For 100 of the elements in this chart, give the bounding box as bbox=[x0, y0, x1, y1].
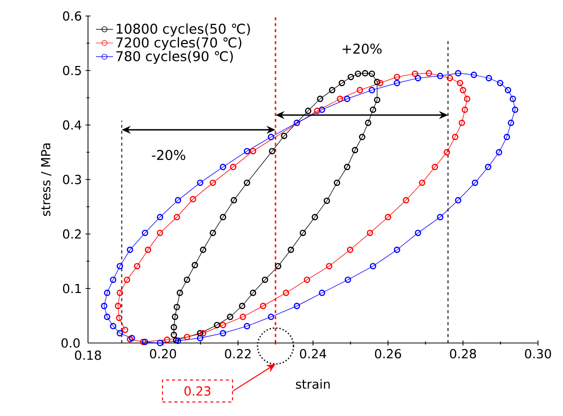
x-tick-label: 0.26 bbox=[374, 349, 402, 358]
point bbox=[370, 262, 376, 270]
point bbox=[446, 74, 454, 82]
point bbox=[338, 80, 346, 86]
point bbox=[508, 120, 514, 126]
point bbox=[370, 106, 376, 113]
y-tick-label: 0.0 bbox=[62, 338, 80, 348]
x-tick-label: 0.28 bbox=[450, 349, 476, 358]
point bbox=[134, 262, 140, 270]
point bbox=[156, 230, 164, 236]
point bbox=[374, 78, 380, 86]
y-tick-label: 0.4 bbox=[63, 120, 82, 130]
point bbox=[452, 134, 458, 140]
point bbox=[250, 148, 256, 154]
point bbox=[328, 86, 336, 94]
y-tick-label: 0.3 bbox=[63, 174, 81, 184]
point bbox=[414, 230, 422, 236]
point bbox=[294, 120, 300, 126]
point bbox=[240, 314, 246, 320]
point bbox=[318, 290, 326, 296]
point bbox=[280, 132, 288, 140]
point bbox=[268, 148, 276, 154]
y-axis-title: stress / MPa bbox=[41, 143, 52, 216]
x-tick-label: 0.20 bbox=[150, 349, 176, 358]
point bbox=[230, 164, 236, 170]
point bbox=[414, 74, 422, 82]
point bbox=[100, 302, 108, 310]
point bbox=[368, 70, 376, 77]
point bbox=[288, 246, 294, 253]
point bbox=[458, 120, 466, 126]
y-tick-label: 0.1 bbox=[63, 284, 81, 294]
point bbox=[220, 164, 226, 170]
point bbox=[486, 74, 492, 82]
point bbox=[376, 80, 384, 86]
point bbox=[472, 180, 478, 186]
point bbox=[172, 314, 178, 320]
point bbox=[114, 302, 122, 310]
point bbox=[374, 96, 380, 104]
x-axis-title: strain bbox=[296, 379, 330, 389]
point bbox=[230, 197, 238, 204]
point bbox=[504, 134, 510, 140]
point bbox=[176, 290, 184, 296]
point bbox=[358, 134, 366, 140]
point bbox=[220, 214, 226, 220]
point bbox=[344, 96, 350, 102]
point bbox=[418, 180, 426, 186]
point bbox=[436, 72, 444, 80]
point bbox=[244, 322, 250, 330]
legend-label: 780 cycles(90 ℃) bbox=[116, 50, 233, 64]
y-tick-label: 0.5 bbox=[63, 66, 81, 76]
point bbox=[460, 86, 466, 94]
point bbox=[504, 86, 512, 94]
point bbox=[496, 149, 502, 156]
point bbox=[210, 180, 216, 186]
point bbox=[196, 334, 204, 342]
point bbox=[462, 106, 468, 113]
x-tick-label: 0.22 bbox=[224, 349, 251, 358]
point bbox=[316, 96, 324, 102]
point bbox=[364, 120, 372, 126]
point bbox=[454, 70, 462, 76]
point bbox=[356, 86, 364, 94]
point bbox=[184, 334, 190, 340]
point bbox=[238, 302, 246, 310]
ref-line-label: 0.23 bbox=[184, 386, 210, 396]
y-tick-label: 0.2 bbox=[63, 229, 81, 239]
point bbox=[304, 276, 310, 283]
point bbox=[344, 276, 352, 283]
point bbox=[104, 290, 110, 296]
point bbox=[164, 336, 170, 343]
point bbox=[274, 262, 282, 270]
point bbox=[496, 80, 504, 86]
point bbox=[116, 314, 122, 322]
point bbox=[214, 322, 220, 328]
point bbox=[200, 330, 206, 336]
point bbox=[124, 276, 130, 283]
point bbox=[312, 214, 318, 220]
point bbox=[156, 340, 164, 346]
annotation: +20% bbox=[342, 44, 382, 54]
point bbox=[126, 246, 134, 253]
point bbox=[196, 180, 204, 186]
point bbox=[116, 290, 124, 296]
point bbox=[244, 180, 250, 186]
point bbox=[220, 330, 226, 336]
point bbox=[326, 262, 332, 270]
point bbox=[110, 276, 116, 283]
point bbox=[346, 246, 354, 253]
point bbox=[190, 196, 196, 202]
point bbox=[394, 246, 400, 253]
point bbox=[262, 276, 268, 283]
point bbox=[464, 96, 470, 102]
x-tick-label: 0.18 bbox=[74, 350, 102, 360]
point bbox=[402, 197, 410, 204]
point bbox=[282, 290, 290, 296]
point bbox=[244, 148, 250, 154]
annotation: -20% bbox=[152, 150, 186, 160]
point bbox=[192, 262, 198, 268]
point bbox=[196, 330, 204, 336]
point bbox=[142, 230, 148, 236]
point bbox=[394, 74, 400, 80]
point bbox=[366, 230, 374, 236]
